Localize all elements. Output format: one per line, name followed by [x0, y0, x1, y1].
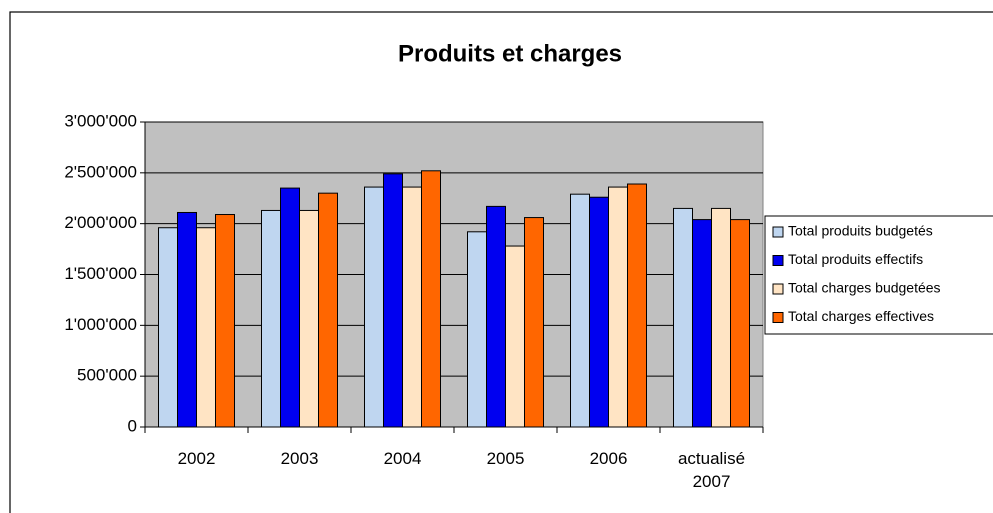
x-tick-label: 2002: [177, 449, 216, 468]
bar: [608, 186, 628, 428]
bar: [570, 193, 590, 428]
x-tick-label: 2006: [589, 449, 628, 468]
legend-swatch: [772, 255, 784, 266]
x-tick-label: 2004: [383, 449, 422, 468]
x-tick-label: 2005: [486, 449, 525, 468]
legend-swatch: [772, 283, 784, 295]
y-tick-label: 500'000: [77, 366, 137, 385]
bar: [467, 231, 487, 428]
bar: [177, 211, 197, 428]
bar: [215, 214, 235, 428]
bar: [730, 219, 750, 428]
bar: [196, 227, 216, 428]
legend-label: Total produits effectifs: [788, 251, 923, 267]
bar: [421, 170, 441, 428]
y-tick-label: 3'000'000: [64, 111, 137, 130]
y-tick-label: 0: [128, 416, 137, 435]
bar: [261, 209, 281, 428]
y-tick-label: 2'500'000: [64, 162, 137, 181]
bar: [524, 217, 544, 428]
bar: [505, 245, 525, 428]
legend-label: Total produits budgetés: [788, 223, 933, 239]
bar: [673, 207, 693, 428]
bar: [589, 196, 609, 428]
chart-title: Produits et charges: [398, 40, 622, 67]
bar: [364, 186, 384, 428]
y-tick-label: 1'000'000: [64, 315, 137, 334]
bar: [486, 205, 506, 428]
bar: [692, 219, 712, 428]
bar: [711, 207, 731, 428]
bar: [627, 183, 647, 428]
x-tick-label: 2003: [280, 449, 319, 468]
legend-swatch: [772, 226, 784, 238]
bar: [280, 187, 300, 428]
y-tick-label: 1'500'000: [64, 264, 137, 283]
legend-label: Total charges effectives: [788, 308, 934, 324]
y-tick-label: 2'000'000: [64, 213, 137, 232]
bar: [158, 227, 178, 428]
legend-swatch: [772, 312, 784, 323]
bar: [383, 173, 403, 428]
x-tick-label: actualisé 2007: [677, 449, 746, 491]
legend-label: Total charges budgetées: [788, 280, 941, 296]
bar: [402, 186, 422, 428]
legend-box: [764, 215, 993, 335]
bar: [299, 209, 319, 428]
bar: [318, 192, 338, 428]
